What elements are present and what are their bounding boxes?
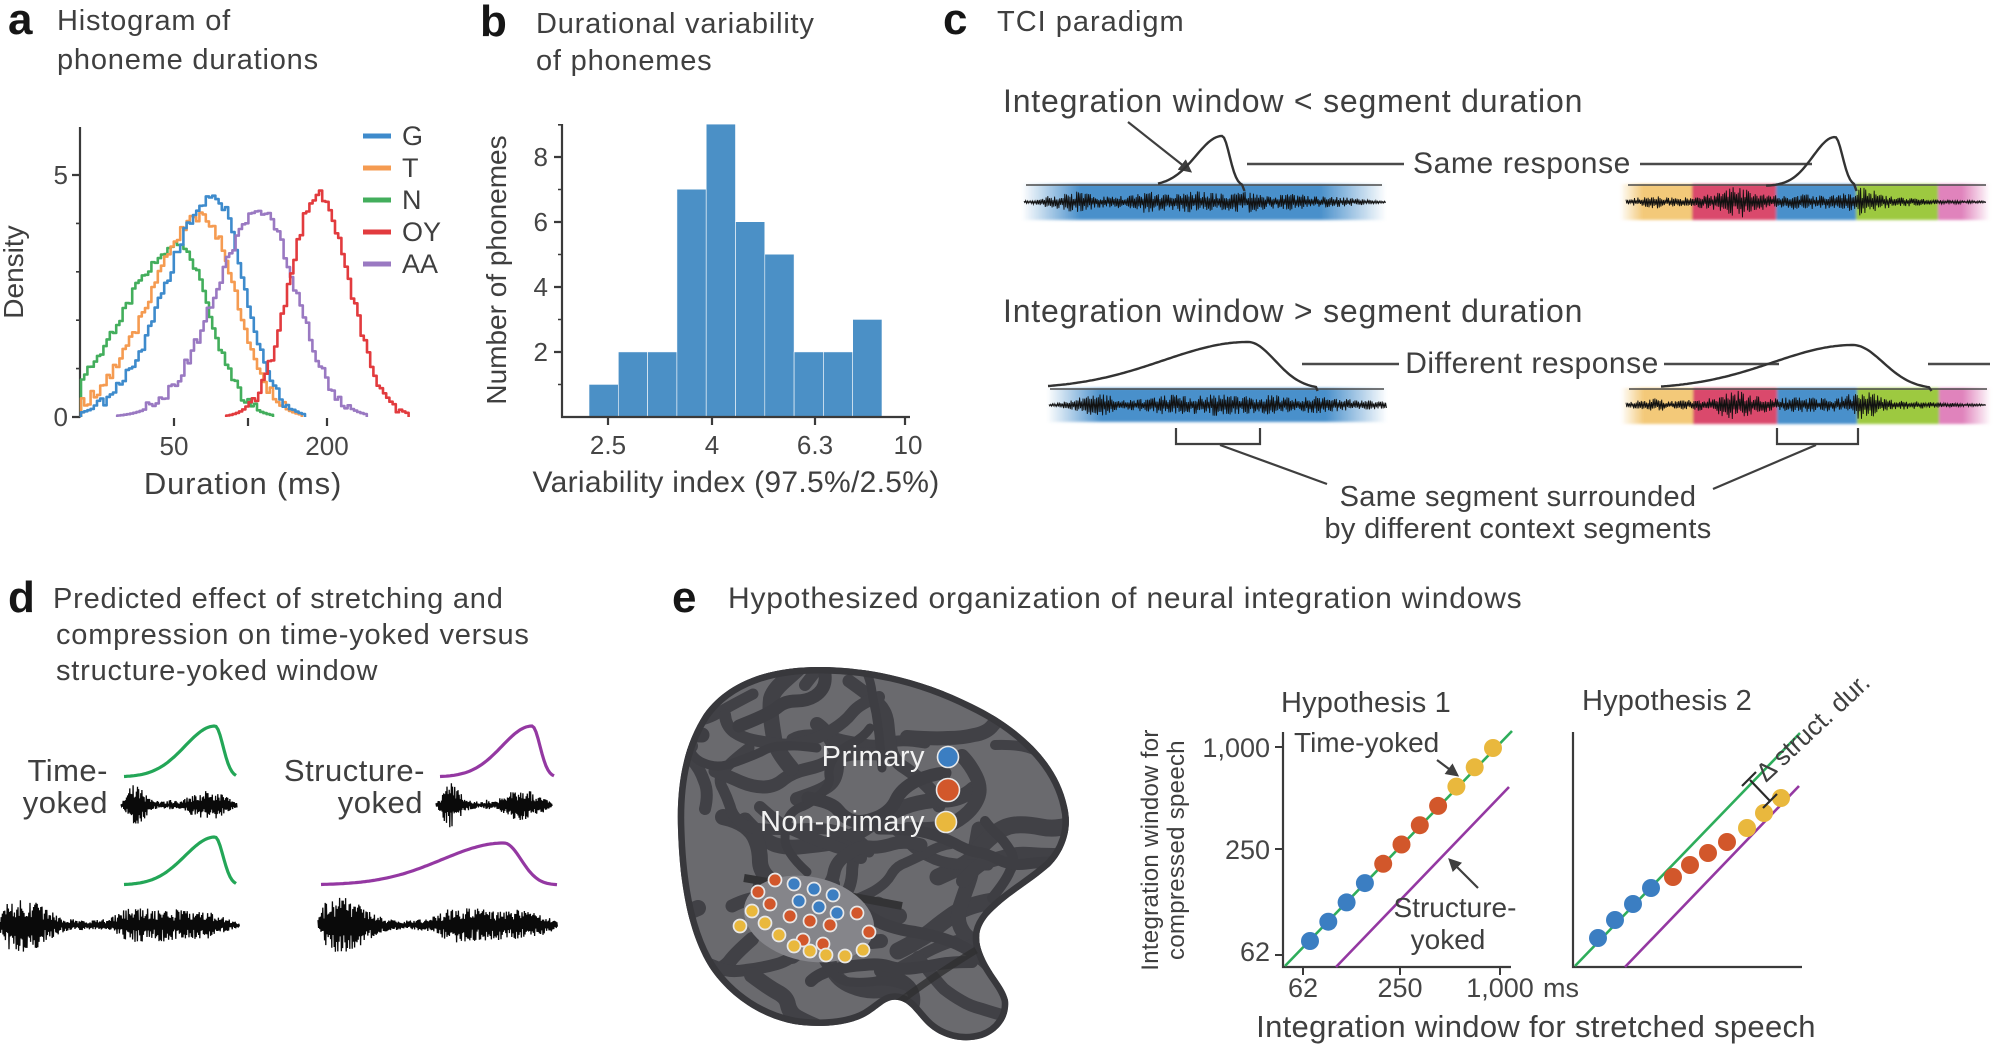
svg-text:Non-primary: Non-primary [760, 806, 925, 838]
svg-text:Different response: Different response [1405, 347, 1659, 380]
svg-text:Integration window for stretch: Integration window for stretched speech [1256, 1009, 1816, 1044]
svg-text:AA: AA [402, 249, 438, 279]
svg-text:Number of phonemes: Number of phonemes [481, 135, 512, 404]
svg-text:1,000: 1,000 [1202, 733, 1270, 763]
svg-text:8: 8 [534, 142, 548, 172]
svg-text:6.3: 6.3 [797, 430, 833, 460]
svg-text:Hypothesis 2: Hypothesis 2 [1582, 685, 1752, 717]
svg-text:62: 62 [1240, 937, 1270, 967]
svg-text:by different context segments: by different context segments [1325, 513, 1712, 545]
svg-text:6: 6 [534, 207, 548, 237]
svg-text:e: e [672, 573, 696, 622]
svg-text:structure-yoked window: structure-yoked window [56, 655, 378, 687]
svg-text:ms: ms [1543, 973, 1579, 1003]
svg-text:G: G [402, 121, 423, 151]
svg-text:Integration window for: Integration window for [1137, 729, 1164, 970]
svg-text:phoneme durations: phoneme durations [57, 44, 319, 76]
svg-text:Variability index (97.5%/2.5%): Variability index (97.5%/2.5%) [533, 466, 940, 499]
svg-text:4: 4 [534, 272, 548, 302]
svg-text:Time-yoked: Time-yoked [1294, 727, 1439, 758]
svg-text:250: 250 [1225, 835, 1270, 865]
svg-text:Hypothesis 1: Hypothesis 1 [1281, 687, 1451, 719]
svg-text:T: T [402, 153, 419, 183]
svg-text:yoked: yoked [1411, 924, 1486, 955]
svg-text:200: 200 [305, 431, 348, 461]
svg-text:Primary: Primary [822, 741, 925, 773]
svg-text:Density: Density [0, 225, 29, 318]
svg-text:compressed speech: compressed speech [1163, 740, 1190, 960]
svg-text:Time-: Time- [27, 753, 108, 788]
svg-text:yoked: yoked [23, 785, 108, 820]
svg-text:b: b [480, 0, 507, 46]
svg-text:Same segment surrounded: Same segment surrounded [1340, 481, 1697, 513]
svg-text:Predicted effect of stretching: Predicted effect of stretching and [53, 583, 504, 615]
svg-text:Structure-: Structure- [284, 753, 425, 788]
svg-text:OY: OY [402, 217, 441, 247]
svg-text:62: 62 [1288, 973, 1318, 1003]
svg-text:50: 50 [160, 431, 189, 461]
svg-text:4: 4 [705, 430, 719, 460]
svg-text:Histogram of: Histogram of [57, 5, 231, 37]
svg-text:TCI paradigm: TCI paradigm [997, 6, 1185, 38]
svg-text:of phonemes: of phonemes [536, 45, 712, 77]
svg-text:2.5: 2.5 [590, 430, 626, 460]
svg-text:1,000: 1,000 [1466, 973, 1534, 1003]
svg-text:Hypothesized organization of n: Hypothesized organization of neural inte… [728, 582, 1522, 615]
svg-text:Durational variability: Durational variability [536, 8, 815, 40]
svg-text:d: d [8, 573, 35, 622]
svg-text:Duration (ms): Duration (ms) [144, 466, 342, 501]
svg-text:compression on time-yoked vers: compression on time-yoked versus [56, 619, 530, 651]
svg-text:10: 10 [894, 430, 923, 460]
svg-text:yoked: yoked [338, 785, 423, 820]
svg-text:a: a [8, 0, 33, 44]
svg-text:2: 2 [534, 337, 548, 367]
svg-text:5: 5 [54, 160, 68, 190]
svg-text:Same response: Same response [1413, 147, 1631, 180]
svg-text:Integration window < segment d: Integration window < segment duration [1003, 83, 1583, 119]
svg-text:N: N [402, 185, 422, 215]
svg-text:c: c [943, 0, 967, 44]
svg-text:0: 0 [54, 402, 68, 432]
svg-text:Structure-: Structure- [1394, 892, 1517, 923]
svg-text:Integration window > segment d: Integration window > segment duration [1003, 293, 1583, 329]
svg-text:250: 250 [1377, 973, 1422, 1003]
